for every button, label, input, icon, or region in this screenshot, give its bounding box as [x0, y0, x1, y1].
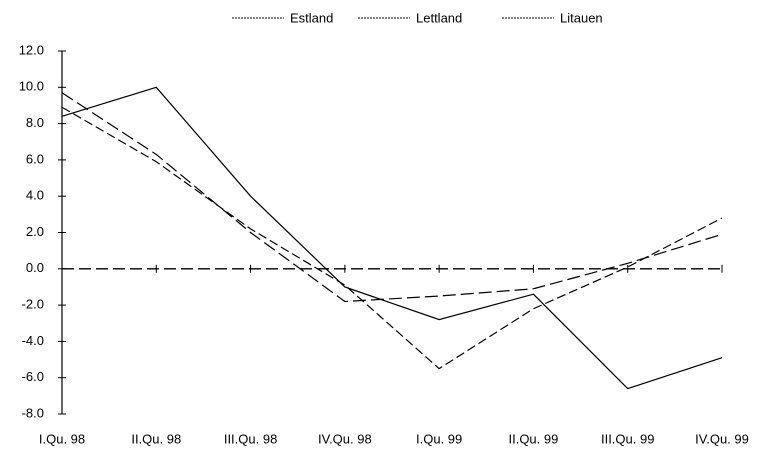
- legend-label: Litauen: [560, 10, 603, 25]
- legend-label: Lettland: [416, 10, 462, 25]
- x-tick-label: IV.Qu. 98: [318, 431, 372, 446]
- y-tick-label: 12.0: [19, 42, 44, 57]
- x-tick-label: II.Qu. 98: [131, 431, 181, 446]
- x-tick-label: III.Qu. 98: [224, 431, 277, 446]
- series-line: [61, 86, 723, 390]
- y-tick-label: 0.0: [26, 260, 44, 275]
- legend-label: Estland: [290, 10, 333, 25]
- x-tick-label: I.Qu. 99: [416, 431, 462, 446]
- y-tick-label: -8.0: [22, 405, 44, 420]
- y-tick-label: -6.0: [22, 369, 44, 384]
- y-tick-label: -4.0: [22, 333, 44, 348]
- y-tick-label: 2.0: [26, 224, 44, 239]
- y-tick-label: 10.0: [19, 79, 44, 94]
- x-tick-label: III.Qu. 99: [601, 431, 654, 446]
- x-tick-label: I.Qu. 98: [39, 431, 85, 446]
- series-line: [61, 92, 723, 303]
- series-line: [61, 106, 723, 370]
- y-tick-label: -2.0: [22, 297, 44, 312]
- x-tick-label: II.Qu. 99: [508, 431, 558, 446]
- y-tick-label: 6.0: [26, 151, 44, 166]
- y-tick-label: 4.0: [26, 188, 44, 203]
- x-tick-label: IV.Qu. 99: [695, 431, 749, 446]
- y-tick-label: 8.0: [26, 115, 44, 130]
